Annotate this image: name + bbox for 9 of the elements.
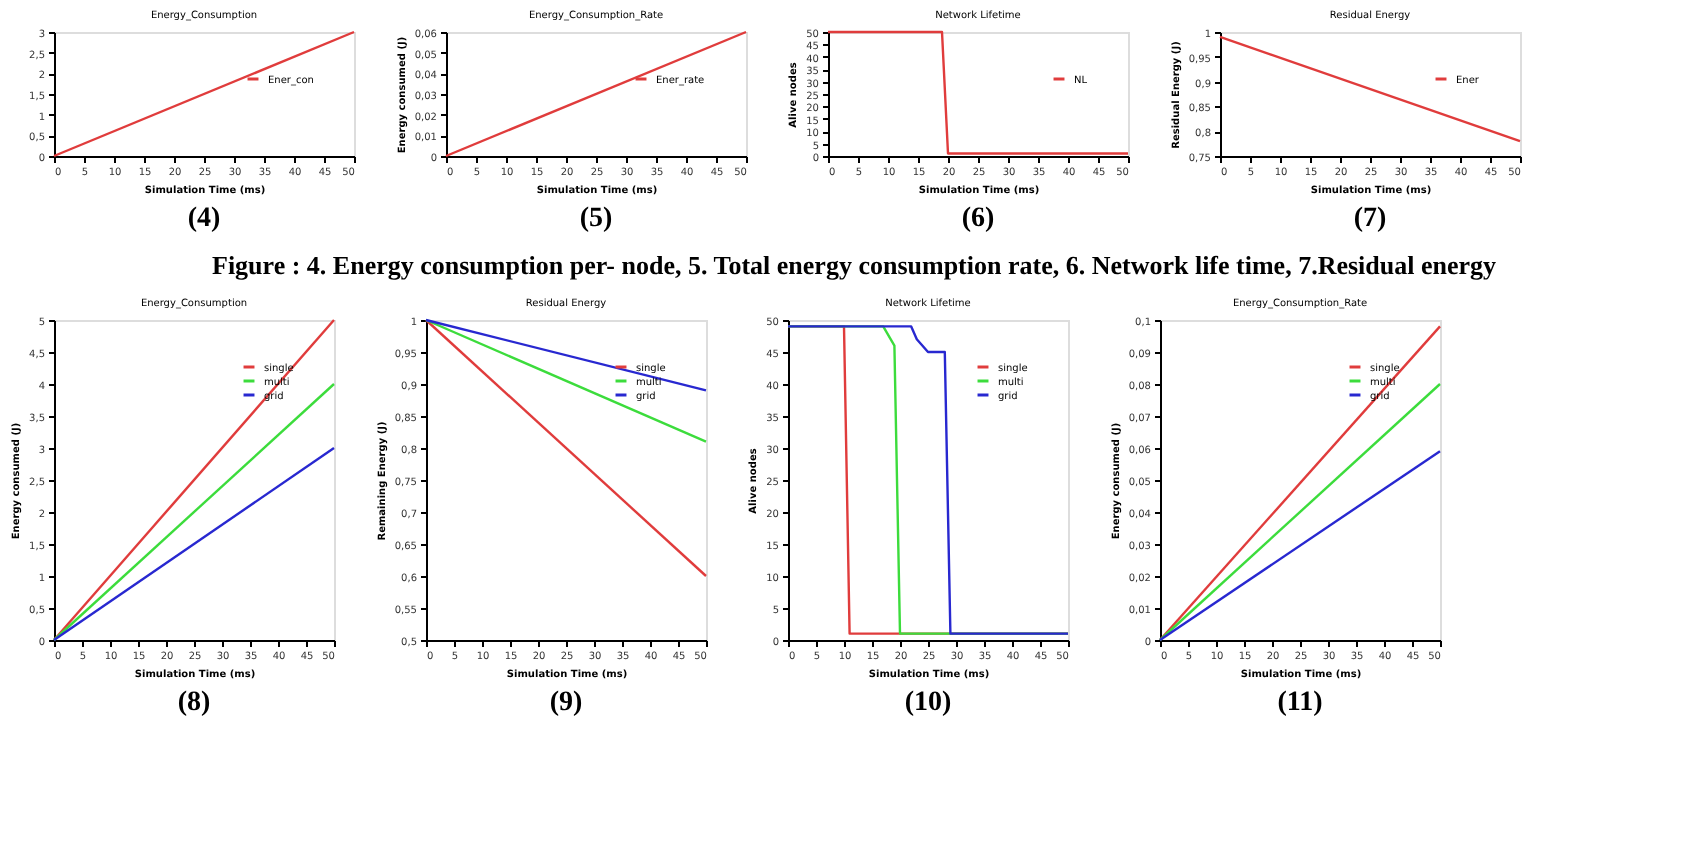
text: (9) <box>549 688 583 718</box>
text: (4) <box>187 204 221 234</box>
text: Figure : 4. Energy consumption per- node, 5. Total energy consumption rate, 6. Network life time, 7.Residual energy <box>211 250 1498 280</box>
text: (10) <box>904 688 952 718</box>
text: (6) <box>961 204 995 234</box>
text: (7) <box>1353 204 1387 234</box>
text: (5) <box>579 204 613 234</box>
text: (8) <box>177 688 211 718</box>
text: (11) <box>1277 688 1324 718</box>
